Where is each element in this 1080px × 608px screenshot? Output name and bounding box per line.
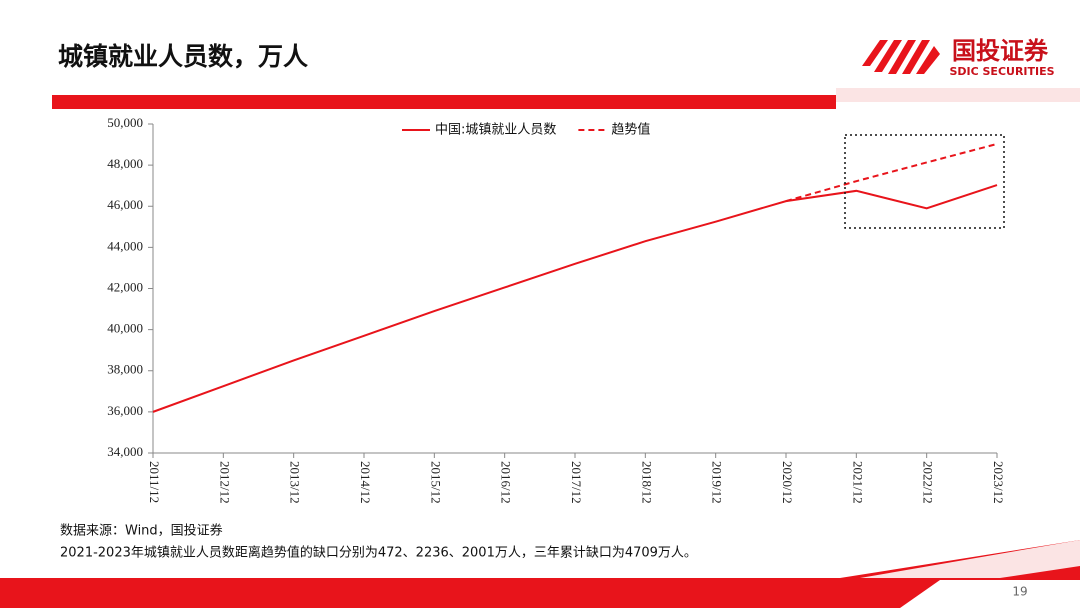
page-number: 19: [1012, 585, 1027, 599]
series-line: [152, 184, 998, 413]
legend-label: 趋势值: [611, 122, 650, 138]
x-tick-label: 2022/12: [921, 461, 936, 504]
plot: 34,000 36,000 38,000 40,000 42,000 44,000 46,0…: [107, 115, 1006, 504]
x-tick-label: 2021/12: [850, 461, 865, 504]
y-tick-label: 50,000: [107, 115, 143, 130]
x-tick-label: 2020/12: [780, 461, 795, 504]
header-bar-light: [836, 88, 1080, 102]
logo-name: 国投证券: [952, 37, 1049, 65]
x-tick-label: 2011/12: [147, 461, 162, 503]
y-tick-label: 42,000: [107, 279, 143, 294]
source: 数据来源：Wind，国投证券: [60, 523, 223, 539]
series-line: [785, 142, 998, 203]
footer-cut: [900, 580, 940, 608]
x-tick-label: 2023/12: [991, 461, 1006, 504]
footer-bar: [0, 580, 1080, 608]
x-tick-label: 2019/12: [710, 461, 725, 504]
x-tick-label: 2017/12: [569, 461, 584, 504]
slide-title: 城镇就业人员数，万人: [58, 42, 308, 71]
x-tick-label: 2015/12: [428, 461, 443, 504]
y-tick-label: 36,000: [107, 403, 143, 418]
logo-icon: [862, 40, 940, 74]
footer-accent: [860, 540, 1080, 578]
x-tick-label: 2014/12: [358, 461, 373, 504]
note: 2021-2023年城镇就业人员数距离趋势值的缺口分别为472、2236、200…: [60, 545, 697, 561]
y-tick-label: 34,000: [107, 444, 143, 459]
y-tick-label: 40,000: [107, 321, 143, 336]
y-tick-label: 48,000: [107, 156, 143, 171]
y-tick-label: 44,000: [107, 238, 143, 253]
logo-sub: SDIC SECURITIES: [949, 65, 1054, 78]
x-tick-label: 2013/12: [288, 461, 303, 504]
y-tick-label: 38,000: [107, 362, 143, 377]
highlight-box: [844, 134, 1005, 229]
y-tick-label: 46,000: [107, 197, 143, 212]
x-tick-label: 2018/12: [639, 461, 654, 504]
legend-label: 中国:城镇就业人员数: [435, 123, 556, 138]
footer-white: [940, 580, 1080, 608]
header-bar: [52, 95, 836, 109]
x-tick-label: 2012/12: [217, 461, 232, 504]
x-tick-label: 2016/12: [499, 461, 514, 504]
